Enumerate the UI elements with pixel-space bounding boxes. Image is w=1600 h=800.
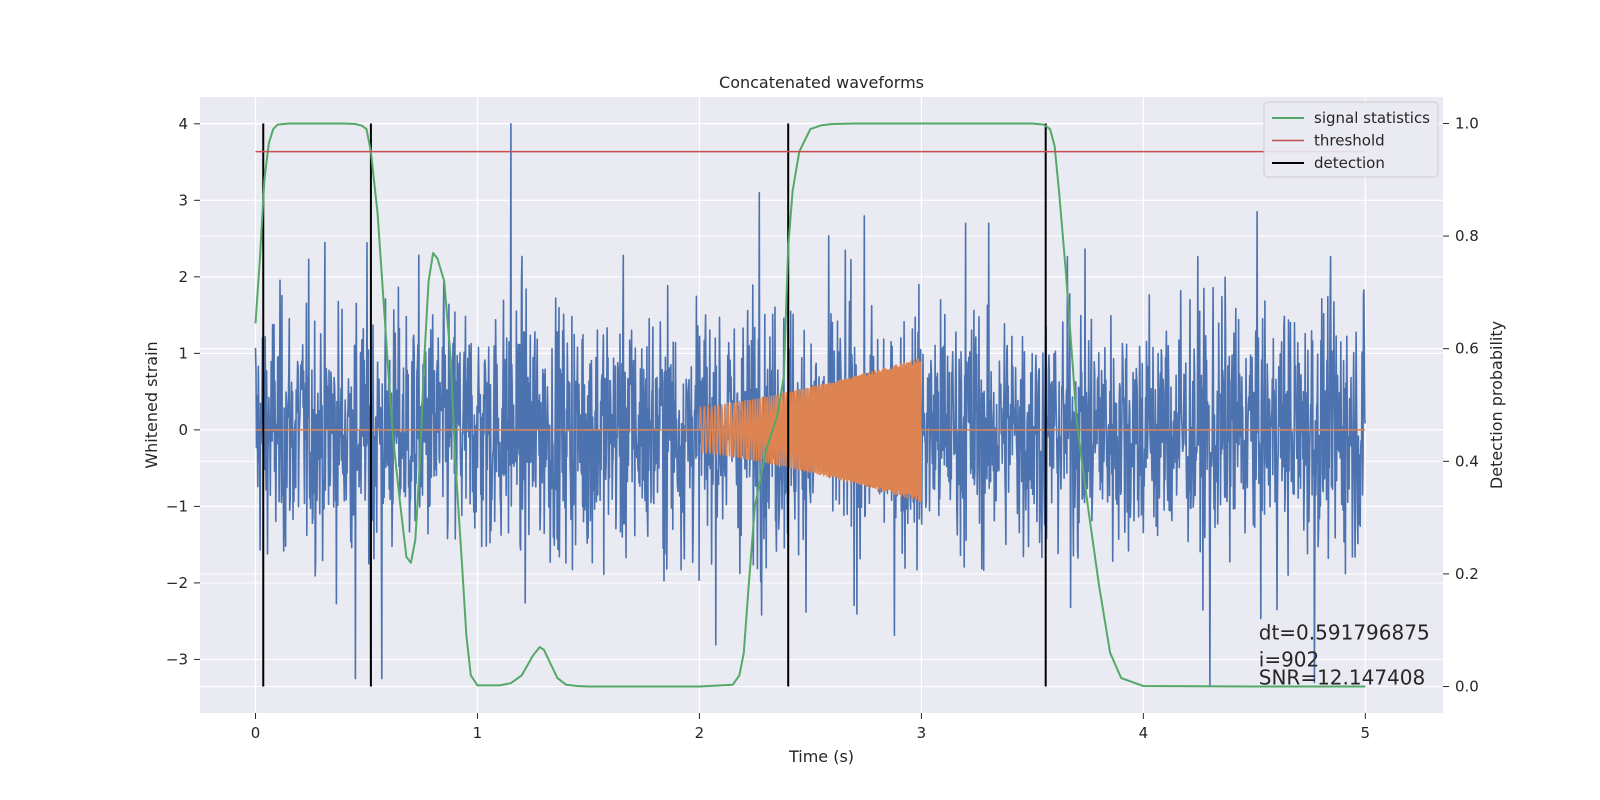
y-tick-label: −3 [166, 650, 188, 668]
signal-statistics-series [254, 122, 1366, 688]
right-y-tick-label: 0.0 [1455, 678, 1479, 696]
y-axis-label: Whitened strain [142, 341, 161, 468]
whitened-strain-series [254, 123, 1367, 687]
annotation-text: SNR=12.147408 [1259, 666, 1425, 690]
right-y-tick-label: 0.6 [1455, 340, 1479, 358]
right-y-axis-label: Detection probability [1487, 321, 1506, 489]
right-y-tick-label: 1.0 [1455, 114, 1479, 132]
y-tick-label: 3 [178, 191, 188, 209]
axis-ticks: 0 1 2 3 4 5 −3 −2 −1 0 1 2 3 4 0.0 0.2 0.4 0.6 0.8 1.0 [166, 114, 1479, 742]
legend: signal statistics threshold detection [1263, 101, 1439, 178]
injected-waveform-series [255, 358, 1366, 503]
y-tick-label: −1 [166, 497, 188, 515]
y-tick-label: 0 [178, 421, 188, 439]
x-tick-label: 4 [1139, 724, 1149, 742]
chart-title: Concatenated waveforms [719, 73, 924, 92]
x-tick-label: 0 [251, 724, 261, 742]
legend-label: threshold [1314, 132, 1385, 150]
y-tick-label: 4 [178, 115, 188, 133]
y-tick-label: −2 [166, 574, 188, 592]
x-axis-label: Time (s) [788, 747, 854, 766]
x-tick-label: 2 [695, 724, 705, 742]
injection-chirp [698, 358, 923, 503]
legend-label: signal statistics [1314, 109, 1430, 127]
x-tick-label: 1 [473, 724, 483, 742]
right-y-tick-label: 0.4 [1455, 452, 1479, 470]
annotation-text: i=902 [1259, 648, 1320, 672]
right-y-tick-label: 0.2 [1455, 565, 1479, 583]
y-tick-label: 1 [178, 344, 188, 362]
x-tick-label: 3 [917, 724, 927, 742]
x-tick-label: 5 [1361, 724, 1371, 742]
right-y-tick-label: 0.8 [1455, 227, 1479, 245]
y-tick-label: 2 [178, 268, 188, 286]
annotation-text: dt=0.591796875 [1259, 620, 1430, 644]
signal-statistics-line [254, 122, 1366, 688]
detection-lines [262, 123, 1047, 687]
legend-box [1263, 101, 1439, 178]
strain-trace [254, 123, 1367, 687]
legend-label: detection [1314, 154, 1385, 172]
